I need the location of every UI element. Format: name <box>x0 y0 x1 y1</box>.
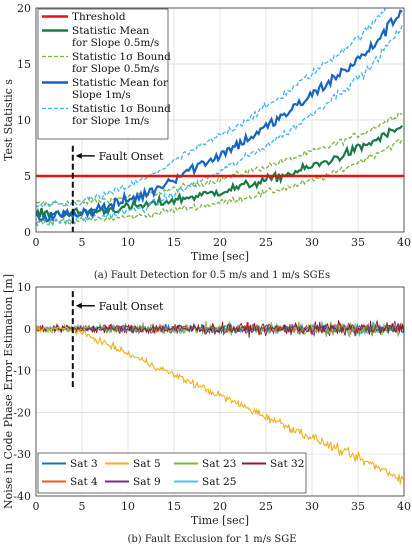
x-tick-label: 30 <box>305 236 319 249</box>
x-tick-label: 35 <box>351 236 365 249</box>
legend-label: Sat 5 <box>133 458 161 470</box>
x-tick-label: 15 <box>167 236 181 249</box>
legend-label: for Slope 1m/s <box>72 115 149 127</box>
x-tick-label: 40 <box>397 500 411 513</box>
legend-label: Statistic 1σ Bound <box>72 103 171 115</box>
y-axis-label: Test Statistic s <box>2 79 15 161</box>
legend-label: for Slope 0.5m/s <box>72 63 159 75</box>
plot-frame <box>35 286 405 497</box>
y-tick-label: 10 <box>17 114 31 127</box>
legend-box <box>37 452 307 494</box>
x-axis-label: Time [sec] <box>191 250 249 263</box>
x-tick-label: 15 <box>167 500 181 513</box>
series-line <box>36 9 403 223</box>
y-tick-label: 5 <box>24 170 31 183</box>
legend-label: Sat 23 <box>202 458 236 470</box>
series-line <box>36 320 404 338</box>
figure-caption: (b) Fault Exclusion for 1 m/s SGE <box>127 534 296 545</box>
y-tick-label: 15 <box>17 58 31 71</box>
x-tick-label: 5 <box>79 236 86 249</box>
series-line <box>36 111 403 207</box>
legend-label: Threshold <box>72 11 126 23</box>
y-tick-label: 0 <box>24 323 31 336</box>
fault-onset-label: Fault Onset <box>99 150 164 163</box>
x-tick-label: 25 <box>259 236 273 249</box>
x-tick-label: 0 <box>33 236 40 249</box>
plot-area <box>36 319 404 485</box>
series-line <box>36 324 404 485</box>
x-tick-label: 5 <box>79 500 86 513</box>
x-tick-label: 0 <box>33 500 40 513</box>
legend-label: Sat 9 <box>133 476 161 488</box>
legend-label: Sat 32 <box>270 458 304 470</box>
y-tick-label: -10 <box>13 365 31 378</box>
y-tick-label: 10 <box>17 281 31 294</box>
series-line <box>36 138 403 227</box>
x-tick-label: 40 <box>397 236 411 249</box>
legend-label: Statistic Mean for <box>72 77 169 89</box>
series-line <box>36 319 404 338</box>
x-tick-label: 20 <box>213 500 227 513</box>
series-line <box>36 24 403 227</box>
chart-b: 0 5 10 15 20 25 30 35 40 -40 -30 -20 -10 0 10 Time [sec… <box>2 274 411 545</box>
x-tick-label: 30 <box>305 500 319 513</box>
y-tick-label: -20 <box>13 406 31 419</box>
y-axis-label: Noise in Code Phase Error Estimation [m] <box>2 274 15 509</box>
y-tick-label: -40 <box>13 490 31 503</box>
legend-label: for Slope 0.5m/s <box>72 37 159 49</box>
x-tick-label: 10 <box>121 236 135 249</box>
fault-onset-arrowhead <box>75 152 82 159</box>
legend-label: Slope 1m/s <box>72 89 131 101</box>
fault-onset-arrowhead <box>75 302 82 309</box>
x-tick-label: 35 <box>351 500 365 513</box>
legend-label: Sat 4 <box>70 476 98 488</box>
plot-frame <box>35 7 405 233</box>
legend-label: Sat 25 <box>202 476 236 488</box>
x-tick-label: 20 <box>213 236 227 249</box>
figure-caption: (a) Fault Detection for 0.5 m/s and 1 m/… <box>94 270 330 281</box>
x-tick-label: 10 <box>121 500 135 513</box>
x-tick-label: 25 <box>259 500 273 513</box>
series-line <box>36 8 387 209</box>
legend: Sat 3 Sat 5 Sat 23 Sat 32 Sat 4 Sat 9 Sat 25 <box>37 452 307 494</box>
y-tick-label: 20 <box>17 2 31 15</box>
x-axis-label: Time [sec] <box>191 514 249 527</box>
legend-label: Statistic 1σ Bound <box>72 51 171 63</box>
legend-label: Sat 3 <box>70 458 98 470</box>
y-tick-label: 0 <box>24 226 31 239</box>
series-line <box>36 124 404 222</box>
fault-onset-label: Fault Onset <box>99 300 164 313</box>
y-tick-label: -30 <box>13 448 31 461</box>
plot-area <box>36 8 404 227</box>
legend-label: Statistic Mean <box>72 25 150 37</box>
